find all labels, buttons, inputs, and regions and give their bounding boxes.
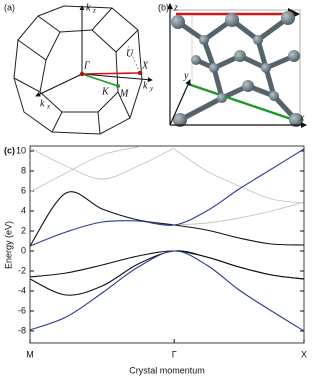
x-tick-label: Γ bbox=[172, 349, 177, 359]
axis-subscript: z bbox=[92, 7, 96, 15]
band-line bbox=[174, 201, 305, 226]
axis-subscript: y bbox=[149, 85, 154, 93]
zone-edge bbox=[37, 7, 113, 33]
gamma-point bbox=[79, 71, 85, 77]
point-label: X bbox=[141, 60, 149, 71]
y-tick-label: -6 bbox=[18, 305, 26, 315]
zone-outline bbox=[13, 5, 143, 135]
x-point bbox=[137, 70, 143, 76]
ky-axis bbox=[81, 73, 153, 83]
gamma-k-path bbox=[81, 73, 119, 87]
band-line bbox=[29, 147, 175, 180]
x-tick-label: X bbox=[301, 349, 307, 359]
zone-edge bbox=[62, 111, 101, 135]
y-tick-label: 8 bbox=[21, 165, 26, 175]
y-axis-title: Energy (eV) bbox=[3, 221, 13, 269]
y-tick-label: -2 bbox=[18, 265, 26, 275]
band-line bbox=[29, 191, 305, 247]
y-axis bbox=[169, 79, 191, 126]
band-line bbox=[29, 250, 305, 280]
point-label: U bbox=[126, 48, 134, 59]
band-chart: (c) Energy (eV) Crystal momentum -8 -6 -4 -… bbox=[3, 145, 307, 375]
x-axis-title: Crystal momentum bbox=[129, 365, 205, 375]
gamma-x-path bbox=[81, 72, 141, 75]
point-label: Γ bbox=[83, 60, 90, 71]
y-tick-label: -4 bbox=[18, 285, 26, 295]
point-label: K bbox=[101, 86, 110, 97]
y-tick-label: 4 bbox=[21, 205, 26, 215]
page: (a) k z Γ U X K M k x k y (b) bbox=[3, 2, 308, 376]
k-point bbox=[116, 84, 120, 88]
band-line bbox=[29, 250, 305, 332]
panel-label: (c) bbox=[4, 145, 15, 155]
axis-label: k bbox=[86, 2, 91, 13]
axis-label: z bbox=[173, 2, 178, 13]
y-tick-label: 0 bbox=[21, 245, 26, 255]
point-label: M bbox=[119, 88, 129, 99]
axis-label: k bbox=[40, 98, 45, 109]
y-tick-label: -8 bbox=[18, 325, 26, 335]
plot-frame bbox=[29, 145, 305, 344]
y-tick-label: 10 bbox=[16, 145, 26, 155]
zone-edge bbox=[13, 59, 47, 93]
axis-label: k bbox=[143, 80, 148, 91]
panel-label: (b) bbox=[158, 2, 169, 12]
figure: (a) k z Γ U X K M k x k y (b) bbox=[3, 2, 307, 375]
band-line bbox=[173, 148, 305, 204]
zone-edge bbox=[17, 31, 61, 61]
axis-subscript: x bbox=[46, 103, 51, 111]
axis-label: x bbox=[299, 112, 305, 123]
bonds bbox=[175, 15, 299, 123]
panel-label: (a) bbox=[4, 2, 15, 12]
band-line bbox=[29, 148, 305, 247]
brillouin-zone: (a) k z Γ U X K M k x k y bbox=[4, 2, 154, 135]
green-path bbox=[187, 82, 295, 122]
y-tick-label: 2 bbox=[21, 225, 26, 235]
x-tick-label: M bbox=[26, 349, 34, 359]
kx-axis bbox=[35, 73, 83, 97]
crystal-structure: (b) z y x bbox=[158, 2, 307, 128]
atoms bbox=[171, 11, 303, 127]
y-tick-label: 6 bbox=[21, 185, 26, 195]
band-line bbox=[29, 146, 139, 193]
x-u-path bbox=[127, 45, 141, 74]
axis-label: y bbox=[183, 70, 189, 81]
